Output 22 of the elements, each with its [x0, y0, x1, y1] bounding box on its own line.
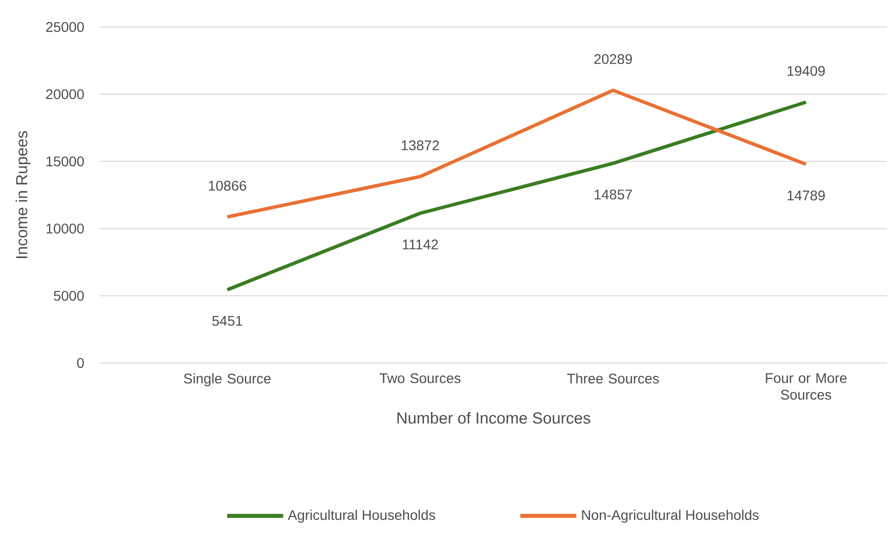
data-label: 13872 — [402, 140, 439, 150]
x-tick-label: Single Source — [184, 373, 271, 386]
y-tick-label: 5000 — [54, 290, 84, 301]
data-label: 10866 — [208, 180, 246, 191]
data-label: 14789 — [788, 190, 825, 200]
y-tick-label: 15000 — [46, 156, 84, 166]
y-tick-label: 20000 — [46, 89, 84, 100]
x-tick-label: Three Sources — [567, 373, 659, 384]
data-label: 19409 — [788, 66, 825, 76]
x-tick-label: Four or More Sources — [766, 373, 847, 400]
legend-label: Non-Agricultural Households — [582, 510, 759, 523]
y-tick-label: 10000 — [46, 224, 84, 234]
y-axis-title: Income in Rupees — [16, 131, 31, 258]
x-axis-title: Number of Income Sources — [397, 412, 590, 424]
data-label: 14857 — [594, 190, 632, 200]
x-tick-label: Two Sources — [380, 373, 461, 384]
data-label: 5451 — [212, 316, 242, 326]
data-label: 11142 — [402, 240, 438, 250]
y-tick-label: 0 — [77, 358, 84, 368]
y-tick-label: 25000 — [46, 22, 84, 32]
legend-label: Agricultural Households — [288, 510, 436, 523]
data-label: 20289 — [594, 54, 632, 64]
